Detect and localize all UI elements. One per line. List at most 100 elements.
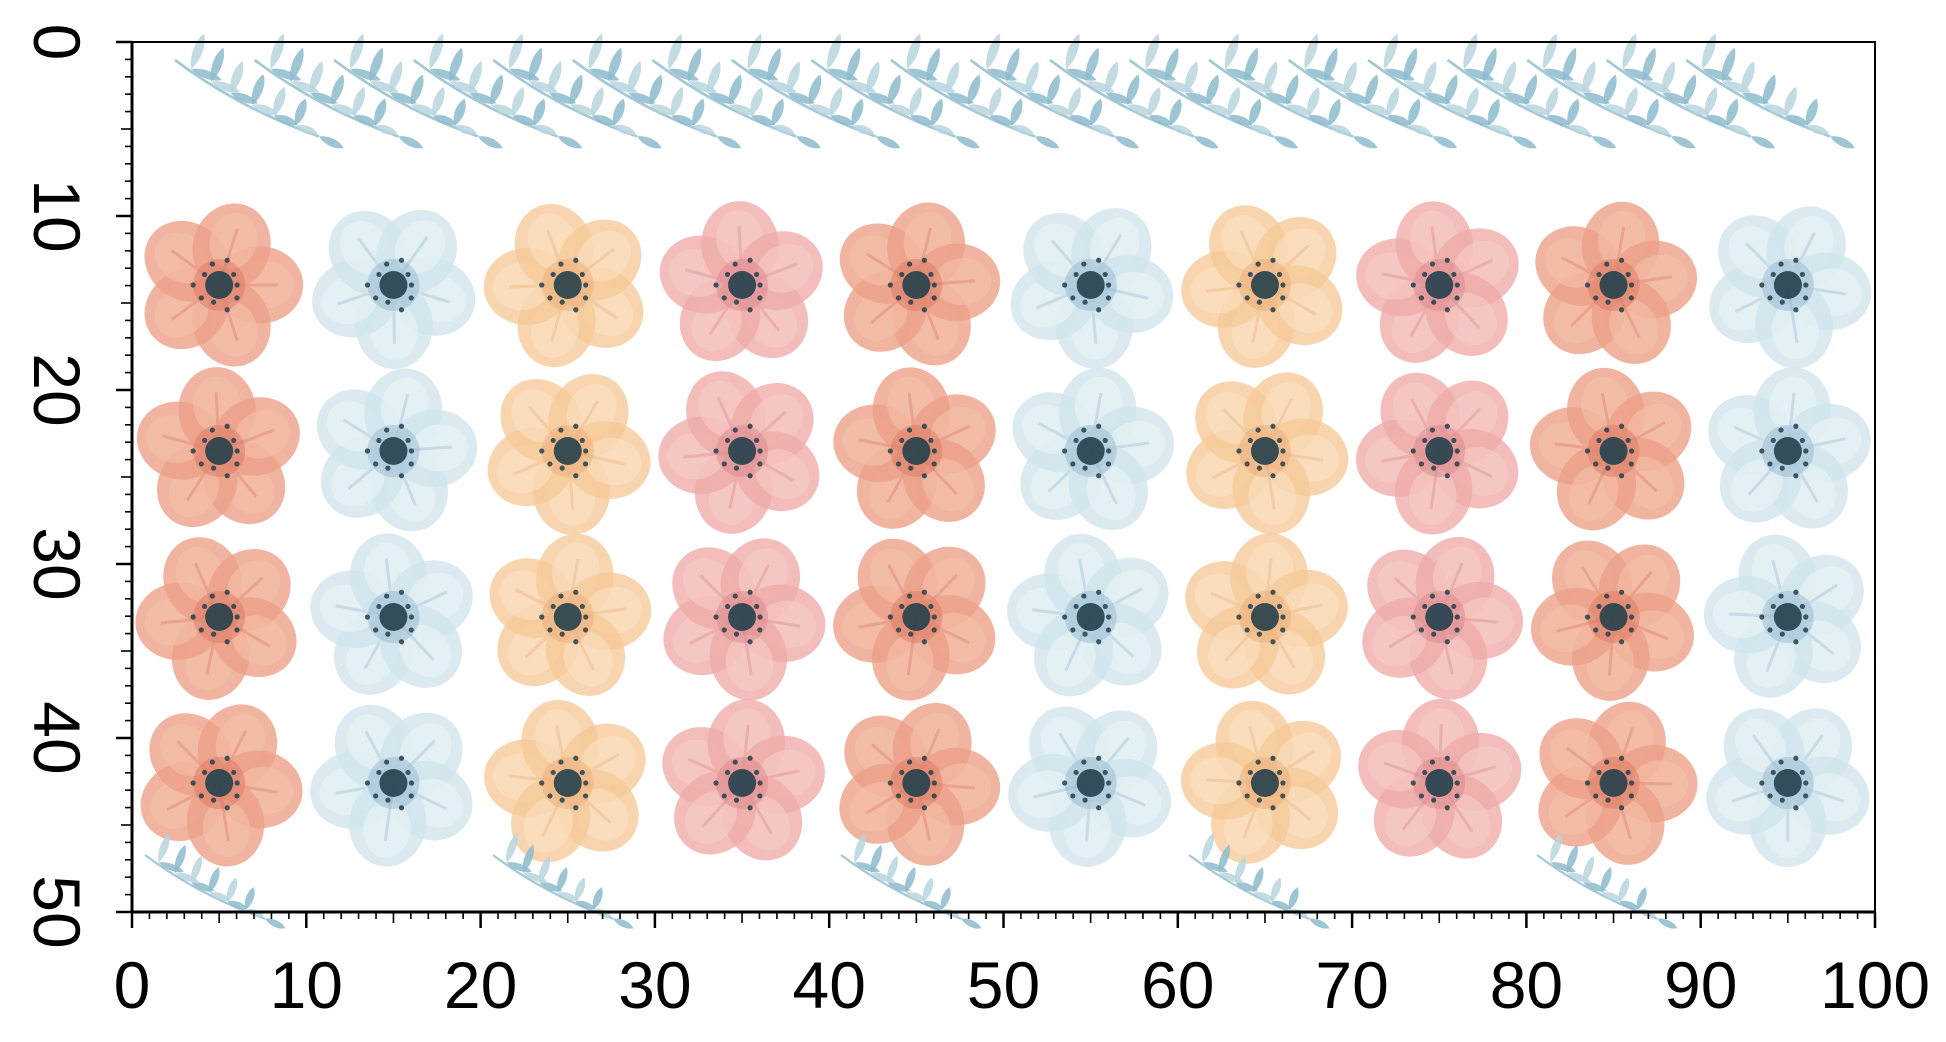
leaf-sprig (651, 33, 821, 149)
flower-blue (1703, 534, 1864, 698)
flower-center (205, 769, 234, 797)
flower-center (1599, 769, 1628, 797)
y-tick-label: 20 (20, 353, 94, 426)
flower-center (728, 437, 757, 465)
flower-center (1250, 271, 1279, 299)
y-tick-label: 50 (20, 875, 94, 948)
leaf-sprig (1367, 33, 1537, 149)
flower-center (379, 769, 408, 797)
flower-coral (1538, 701, 1698, 865)
x-tick-label: 0 (114, 948, 151, 1022)
y-tick-label: 10 (20, 179, 94, 252)
leaf-sprig (1605, 33, 1776, 149)
flower-peach (487, 374, 651, 535)
flower-blue (1012, 367, 1175, 530)
flower-pink (658, 371, 820, 534)
flower-blue (1010, 208, 1174, 369)
x-tick-label: 100 (1820, 948, 1930, 1022)
flower-center (379, 437, 408, 465)
flower-center (1773, 271, 1802, 299)
flower-peach (1181, 700, 1342, 864)
leaf-sprig (1049, 33, 1219, 149)
leaf-sprig (1526, 33, 1696, 149)
flower-pink (1356, 372, 1519, 535)
flower-coral (839, 702, 1001, 866)
flower-center (1250, 603, 1279, 631)
flower-center (1076, 437, 1105, 465)
x-tick-label: 60 (1141, 948, 1214, 1022)
flower-center (1425, 769, 1454, 797)
flower-grid (135, 201, 1872, 867)
flower-pink (1356, 201, 1519, 363)
flower-center (728, 603, 757, 631)
flower-coral (1535, 201, 1698, 364)
flower-center (728, 271, 757, 299)
flower-center (1773, 769, 1802, 797)
flower-center (205, 437, 234, 465)
x-tick-label: 20 (444, 948, 517, 1022)
flower-coral (839, 202, 1001, 366)
flower-center (205, 271, 234, 299)
flower-center (379, 271, 408, 299)
flower-center (553, 769, 582, 797)
flower-pink (662, 699, 825, 861)
leaf-sprig (969, 33, 1139, 149)
flower-coral (833, 367, 996, 529)
flower-center (1250, 769, 1279, 797)
flower-blue (1709, 206, 1872, 369)
x-tick-label: 30 (618, 948, 691, 1022)
flower-peach (489, 533, 652, 696)
flower-blue (310, 533, 473, 695)
leaf-sprig (174, 33, 344, 149)
top-leaf-border (174, 33, 1855, 149)
x-tick-label: 10 (270, 948, 343, 1022)
flower-center (1425, 271, 1454, 299)
leaf-sprig (571, 33, 742, 149)
flower-center (1425, 437, 1454, 465)
flower-pink (1358, 699, 1522, 859)
flower-blue (316, 368, 478, 532)
x-tick-label: 50 (967, 948, 1040, 1022)
flower-center (553, 603, 582, 631)
flower-pink (663, 538, 826, 701)
flower-center (205, 603, 234, 631)
flower-blue (312, 209, 476, 369)
leaf-sprig (1685, 33, 1855, 149)
flower-center (1773, 603, 1802, 631)
y-tick-label: 40 (20, 701, 94, 774)
flower-center (728, 769, 757, 797)
flower-coral (1531, 540, 1694, 701)
flower-blue (1008, 706, 1172, 867)
flower-center (379, 603, 408, 631)
flower-blue (1007, 533, 1169, 697)
leaf-sprig (412, 33, 583, 149)
leaf-sprig (730, 33, 901, 149)
flower-center (1076, 603, 1105, 631)
flower-center (902, 271, 931, 299)
flower-center (1250, 437, 1279, 465)
leaf-sprig (1128, 33, 1298, 149)
x-tick-label: 90 (1664, 948, 1737, 1022)
ruler-axes: 0 10 20 30 40 50 60 70 80 90 100 0 10 20 30 40 50 (20, 24, 1930, 1022)
flower-center (553, 437, 582, 465)
leaf-sprig (492, 33, 662, 149)
flower-center (1599, 271, 1628, 299)
leaf-sprig (1446, 33, 1617, 149)
flower-blue (310, 704, 473, 867)
flower-coral (1529, 367, 1692, 531)
x-tick-label: 40 (792, 948, 865, 1022)
flower-center (902, 769, 931, 797)
leaf-sprig (1208, 33, 1378, 149)
flower-coral (136, 367, 300, 528)
leaf-sprig-bottom (1188, 832, 1330, 929)
flower-blue (1706, 708, 1870, 867)
flower-center (902, 603, 931, 631)
flower-peach (1185, 533, 1348, 695)
flower-center (1773, 437, 1802, 465)
x-tick-label: 80 (1490, 948, 1563, 1022)
y-tick-label: 30 (20, 527, 94, 600)
flower-center (1599, 603, 1628, 631)
leaf-sprig (810, 33, 980, 149)
flower-center (1425, 603, 1454, 631)
flower-coral (135, 537, 297, 700)
